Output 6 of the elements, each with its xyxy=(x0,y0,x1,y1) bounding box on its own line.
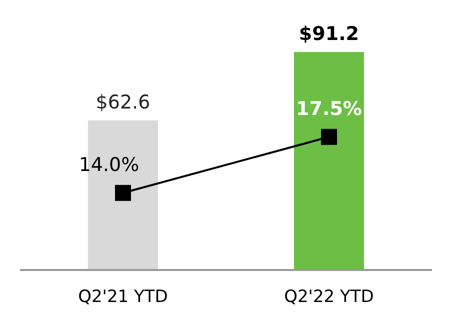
data-label: 14.0% xyxy=(78,154,140,176)
x-tick-label: Q2'22 YTD xyxy=(284,287,374,308)
data-label: $91.2 xyxy=(298,23,360,46)
x-tick-label: Q2'21 YTD xyxy=(78,287,168,308)
data-label: $62.6 xyxy=(96,91,150,114)
data-label: 17.5% xyxy=(296,98,362,120)
